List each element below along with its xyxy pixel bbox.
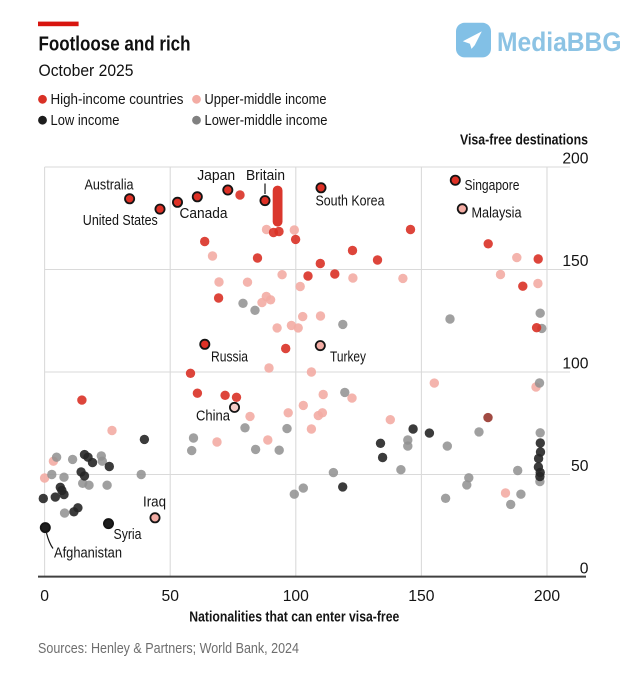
svg-text:Low income: Low income — [51, 113, 120, 129]
svg-text:50: 50 — [161, 588, 179, 605]
svg-text:Lower-middle income: Lower-middle income — [205, 113, 328, 129]
svg-text:Footloose and rich: Footloose and rich — [39, 33, 191, 56]
svg-text:0: 0 — [40, 588, 49, 605]
svg-text:October 2025: October 2025 — [39, 62, 134, 80]
svg-text:China: China — [196, 409, 231, 425]
svg-text:Iraq: Iraq — [143, 495, 166, 511]
svg-text:100: 100 — [562, 356, 588, 373]
svg-text:150: 150 — [562, 253, 588, 270]
svg-text:Russia: Russia — [211, 350, 249, 366]
svg-text:Malaysia: Malaysia — [472, 206, 523, 222]
svg-text:0: 0 — [580, 561, 589, 578]
svg-text:Upper-middle income: Upper-middle income — [205, 92, 327, 108]
svg-text:Japan: Japan — [197, 168, 235, 184]
svg-text:Britain: Britain — [246, 168, 285, 184]
svg-text:200: 200 — [534, 588, 560, 605]
svg-text:Turkey: Turkey — [330, 350, 367, 366]
svg-text:MediaBBG: MediaBBG — [497, 27, 622, 57]
svg-text:50: 50 — [571, 458, 589, 475]
svg-text:High-income countries: High-income countries — [51, 92, 184, 108]
svg-text:United States: United States — [83, 213, 158, 229]
svg-text:Canada: Canada — [180, 206, 229, 222]
svg-text:Syria: Syria — [114, 527, 143, 543]
svg-text:South Korea: South Korea — [316, 194, 386, 210]
svg-text:200: 200 — [562, 151, 588, 168]
svg-text:100: 100 — [283, 588, 309, 605]
svg-text:Sources: Henley & Partners; Wo: Sources: Henley & Partners; World Bank, … — [38, 641, 299, 657]
svg-text:Australia: Australia — [85, 178, 135, 194]
svg-text:Afghanistan: Afghanistan — [54, 546, 122, 562]
svg-text:Visa-free destinations: Visa-free destinations — [460, 133, 588, 149]
svg-text:150: 150 — [408, 588, 434, 605]
svg-text:Nationalities that can enter v: Nationalities that can enter visa-free — [189, 610, 399, 626]
svg-text:Singapore: Singapore — [465, 178, 520, 194]
